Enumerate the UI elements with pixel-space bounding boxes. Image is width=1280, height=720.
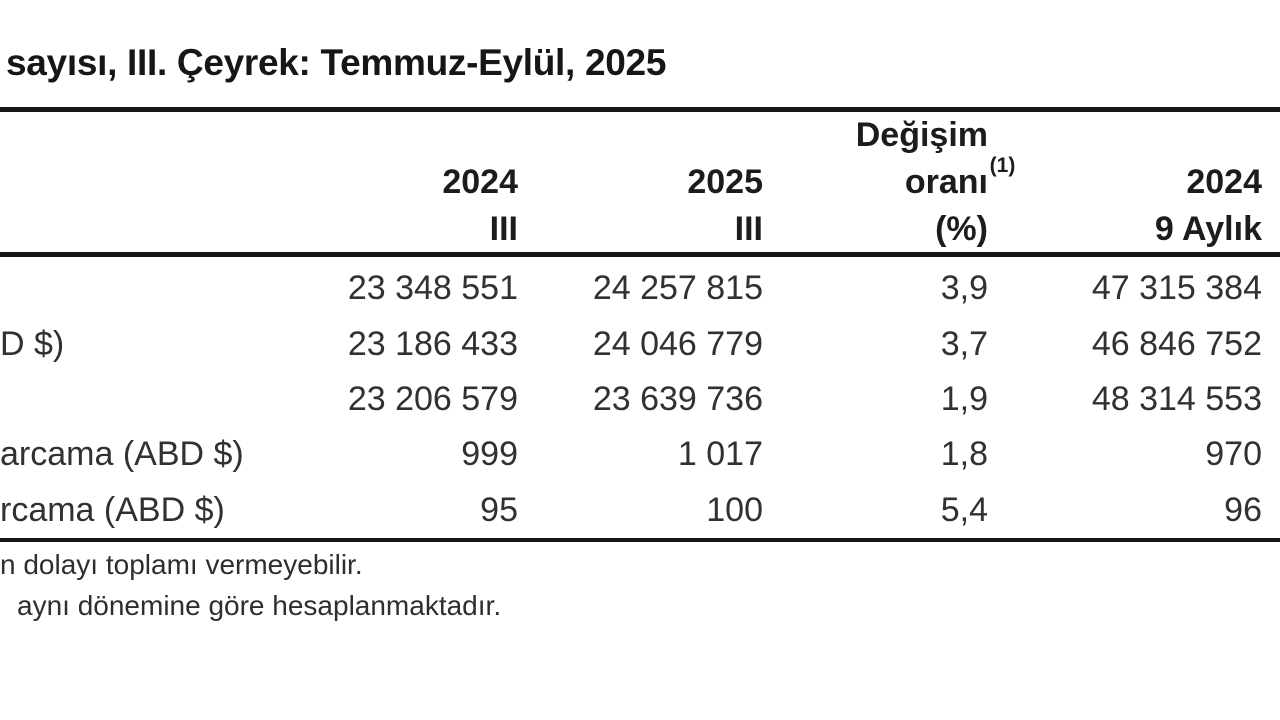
- table-row: rcama (ABD $) 95 100 5,4 96: [0, 483, 1262, 538]
- header-cell-2024-q3: 2024 III: [345, 159, 518, 255]
- value-change-rate: 1,8: [940, 435, 988, 474]
- value-2025-q3: 24 046 779: [592, 324, 763, 363]
- footnote-rounding: n dolayı toplamı vermeyebilir.: [0, 549, 363, 580]
- value-2024-9month: 96: [1224, 490, 1262, 529]
- header-year-2024-9m: 2024: [1186, 163, 1262, 201]
- value-2024-9month: 46 846 752: [1091, 324, 1262, 363]
- page-title: sayısı, III. Çeyrek: Temmuz-Eylül, 2025: [6, 42, 667, 83]
- value-2024-q3: 95: [480, 490, 518, 529]
- table-header-row: 2024 III 2025 III Değişim oranı (1) (%) 2…: [0, 112, 1262, 250]
- value-change-rate: 3,7: [940, 324, 988, 363]
- header-change-word: Değişim: [855, 116, 988, 154]
- value-2024-q3: 23 186 433: [347, 324, 518, 363]
- value-2024-9month: 48 314 553: [1091, 379, 1262, 418]
- header-percent-unit: (%): [935, 210, 988, 248]
- header-cell-2025-q3: 2025 III: [518, 159, 763, 255]
- value-2024-q3: 999: [461, 435, 518, 474]
- value-2025-q3: 100: [706, 490, 763, 529]
- value-2025-q3: 1 017: [677, 435, 763, 474]
- footnote-marker-1: (1): [989, 154, 1016, 177]
- value-2024-q3: 23 348 551: [347, 269, 518, 308]
- header-year-2024: 2024: [442, 163, 518, 201]
- footnote-change-rate: aynı dönemine göre hesaplanmaktadır.: [17, 590, 502, 621]
- table-bottom-rule: [0, 538, 1280, 542]
- table-row: 23 206 579 23 639 736 1,9 48 314 553: [0, 372, 1262, 427]
- value-2025-q3: 24 257 815: [592, 269, 763, 308]
- table-row: 23 348 551 24 257 815 3,9 47 315 384: [0, 261, 1262, 316]
- value-2024-9month: 47 315 384: [1091, 269, 1262, 308]
- value-2024-q3: 23 206 579: [347, 379, 518, 418]
- row-label: rcama (ABD $): [0, 490, 225, 529]
- header-cell-2024-9month: 2024 9 Aylık: [988, 159, 1262, 255]
- row-label: D $): [0, 324, 65, 363]
- value-2024-9month: 970: [1205, 435, 1262, 474]
- header-quarter-iii: III: [489, 210, 518, 248]
- value-change-rate: 3,9: [940, 269, 988, 308]
- table-body: 23 348 551 24 257 815 3,9 47 315 384 D $…: [0, 261, 1262, 538]
- header-9-aylik: 9 Aylık: [1154, 210, 1262, 248]
- table-row: arcama (ABD $) 999 1 017 1,8 970: [0, 427, 1262, 482]
- header-year-2025: 2025: [687, 163, 763, 201]
- value-2025-q3: 23 639 736: [592, 379, 763, 418]
- header-quarter-iii: III: [734, 210, 763, 248]
- value-change-rate: 1,9: [940, 379, 988, 418]
- header-bottom-rule: [0, 252, 1280, 257]
- header-rate-word: oranı (1): [904, 154, 1016, 201]
- header-cell-change-rate: Değişim oranı (1) (%): [763, 112, 1016, 255]
- row-label: arcama (ABD $): [0, 435, 244, 474]
- table-row: D $) 23 186 433 24 046 779 3,7 46 846 75…: [0, 316, 1262, 371]
- value-change-rate: 5,4: [940, 490, 988, 529]
- table-top-rule: [0, 107, 1280, 112]
